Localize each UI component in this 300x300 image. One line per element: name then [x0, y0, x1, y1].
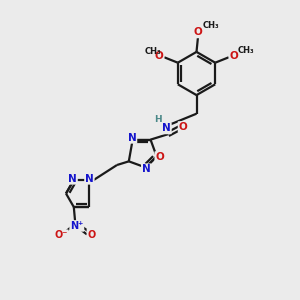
- Text: CH₃: CH₃: [145, 47, 161, 56]
- Text: N: N: [128, 133, 136, 143]
- Text: O: O: [155, 51, 164, 61]
- Text: O: O: [230, 51, 238, 61]
- Text: N: N: [162, 123, 171, 134]
- Text: O: O: [155, 152, 164, 162]
- Text: N: N: [142, 164, 151, 174]
- Text: O: O: [178, 122, 187, 132]
- Text: O⁻: O⁻: [55, 230, 68, 240]
- Text: N: N: [68, 174, 77, 184]
- Text: O: O: [87, 230, 96, 240]
- Text: CH₃: CH₃: [203, 21, 220, 30]
- Text: N⁺: N⁺: [70, 221, 83, 231]
- Text: H: H: [154, 116, 162, 124]
- Text: N: N: [85, 174, 94, 184]
- Text: CH₃: CH₃: [238, 46, 254, 55]
- Text: O: O: [194, 27, 202, 38]
